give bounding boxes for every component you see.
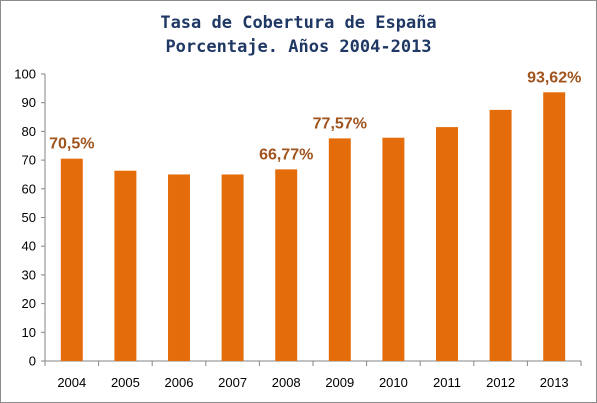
chart-title-line-1: Tasa de Cobertura de España <box>160 13 437 33</box>
bar-2010 <box>382 137 405 361</box>
y-tick-label: 70 <box>22 153 36 168</box>
bar-2013 <box>543 92 566 361</box>
x-tick-label: 2011 <box>433 375 461 390</box>
y-tick-label: 50 <box>22 210 36 225</box>
x-tick-label: 2005 <box>111 375 140 390</box>
x-tick-label: 2013 <box>540 375 569 390</box>
bar-2006 <box>168 174 190 361</box>
chart-title: Tasa de Cobertura de España Porcentaje. … <box>1 11 596 59</box>
y-tick-label: 80 <box>22 124 36 139</box>
x-tick-label: 2012 <box>486 375 515 390</box>
data-label-2008: 66,77% <box>259 146 313 163</box>
y-tick-label: 30 <box>22 267 36 282</box>
y-tick-label: 40 <box>22 239 36 254</box>
y-tick-label: 20 <box>22 296 36 311</box>
x-tick-label: 2009 <box>325 375 354 390</box>
bar-2011 <box>436 127 458 361</box>
x-tick-label: 2006 <box>165 375 194 390</box>
bar-2007 <box>221 174 244 361</box>
y-tick-label: 100 <box>14 67 36 82</box>
bar-2008 <box>275 169 298 361</box>
chart-title-line-2: Porcentaje. Años 2004-2013 <box>165 37 432 57</box>
y-tick-label: 10 <box>22 325 36 340</box>
y-tick-label: 0 <box>29 354 36 369</box>
bar-2004 <box>60 158 83 361</box>
y-tick-label: 60 <box>22 181 36 196</box>
bar-2012 <box>489 109 512 361</box>
bar-2009 <box>328 138 351 361</box>
bar-2005 <box>114 170 137 361</box>
x-tick-label: 2007 <box>218 375 247 390</box>
y-tick-label: 90 <box>22 95 36 110</box>
data-label-2013: 93,62% <box>527 69 581 86</box>
data-label-2004: 70,5% <box>49 136 94 153</box>
x-tick-label: 2010 <box>379 375 408 390</box>
data-label-2009: 77,57% <box>313 115 367 132</box>
x-tick-label: 2004 <box>57 375 86 390</box>
x-tick-label: 2008 <box>272 375 301 390</box>
